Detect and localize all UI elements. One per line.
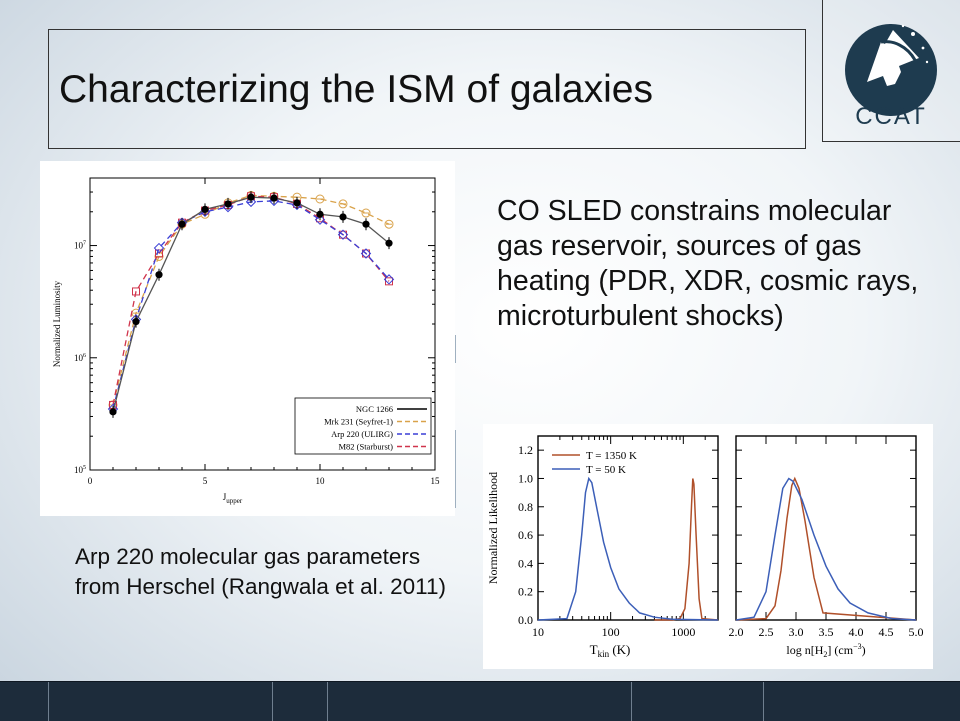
left-panel-frame [537, 435, 719, 621]
x-tick-label: 1000 [671, 625, 695, 639]
series-line-0 [112, 196, 390, 412]
x-axis-label: log n[H2] (cm−3) [786, 642, 865, 659]
legend-label: Mrk 231 (Seyfret-1) [324, 417, 393, 427]
bar-divider [272, 682, 273, 721]
x-tick-label: 2.0 [729, 625, 744, 639]
y-tick-label: 0.6 [518, 528, 533, 542]
data-point [109, 408, 117, 416]
data-point [339, 230, 347, 239]
star-icon [901, 24, 905, 28]
x-tick-label: 2.5 [759, 625, 774, 639]
bottom-bar [0, 681, 960, 721]
data-point [361, 208, 371, 218]
title-box: Characterizing the ISM of galaxies [48, 29, 806, 149]
telescope-icon [867, 30, 919, 86]
x-axis-label: Jupper [223, 492, 243, 505]
bar-divider [48, 682, 49, 721]
y-tick-label: 107 [74, 241, 86, 251]
x-tick-label: 3.5 [819, 625, 834, 639]
data-point [362, 220, 370, 228]
data-point [362, 249, 370, 258]
data-point [247, 193, 255, 201]
data-point [153, 242, 165, 254]
data-point [316, 210, 324, 218]
legend-box [294, 397, 432, 455]
data-point [314, 214, 326, 225]
data-point [337, 229, 349, 240]
data-point [178, 220, 186, 228]
data-point [132, 318, 140, 326]
x-tick-label: 5 [203, 476, 208, 486]
star-icon [921, 46, 925, 50]
y-tick-label: 0.4 [518, 556, 533, 570]
logo-text: CCAT [855, 103, 927, 130]
series-line-1 [112, 194, 390, 406]
data-point [385, 239, 393, 247]
plot-edge-line [455, 335, 456, 363]
star-icon [911, 32, 915, 36]
data-point [385, 277, 393, 286]
x-tick-label: 10 [316, 476, 326, 486]
data-point [270, 194, 278, 202]
y-tick-label: 105 [74, 465, 86, 475]
legend-label: M82 (Starburst) [338, 442, 393, 452]
y-axis-label: Normalized Luminosity [52, 280, 62, 367]
co-sled-chart: 0 5 10 15 105 106 107 Jupper Normalized Luminosi… [52, 177, 441, 505]
y-tick-label: 0.2 [518, 585, 533, 599]
data-point [360, 248, 372, 259]
data-point [383, 274, 395, 285]
x-tick-label: 10 [532, 625, 544, 639]
x-tick-label: 3.0 [789, 625, 804, 639]
bullet-text: CO SLED constrains molecular gas reservo… [497, 195, 919, 332]
x-tick-label: 5.0 [909, 625, 924, 639]
y-tick-label: 1.0 [518, 471, 533, 485]
legend-label: T = 50 K [586, 464, 626, 476]
y-axis-label: Normalized Likelihood [486, 472, 500, 584]
y-tick-label: 106 [74, 353, 86, 363]
y-tick-label: 0.8 [518, 500, 533, 514]
data-point [293, 199, 301, 207]
bar-divider [763, 682, 764, 721]
likelihood-plot: 0.0 0.2 0.4 0.6 0.8 1.0 1.2 10 100 1000 Normalized… [483, 424, 933, 669]
x-tick-label: 4.5 [879, 625, 894, 639]
series-line-3 [112, 195, 390, 406]
data-point [224, 200, 232, 208]
likelihood-curve-0 [654, 478, 719, 621]
star-icon [925, 60, 929, 64]
data-point [338, 199, 348, 209]
data-point [132, 287, 140, 296]
data-point [339, 213, 347, 221]
data-point [384, 219, 394, 229]
right-panel-frame [735, 435, 917, 621]
x-axis-label: Tkin (K) [590, 642, 631, 659]
ccat-logo: CCAT [822, 0, 960, 142]
data-point [315, 194, 325, 204]
data-point [201, 205, 209, 214]
likelihood-chart: 0.0 0.2 0.4 0.6 0.8 1.0 1.2 10 100 1000 Normalized… [486, 435, 924, 659]
y-tick-label: 1.2 [518, 443, 533, 457]
x-tick-label: 0 [88, 476, 93, 486]
legend-label: Arp 220 (ULIRG) [331, 429, 393, 439]
x-tick-label: 100 [602, 625, 620, 639]
bar-divider [631, 682, 632, 721]
legend-label: NGC 1266 [356, 404, 393, 414]
ccat-logo-mark: CCAT [845, 24, 937, 130]
bar-divider [327, 682, 328, 721]
x-tick-label: 4.0 [849, 625, 864, 639]
legend-label: T = 1350 K [586, 450, 637, 462]
plot-edge-line-2 [455, 430, 456, 508]
density-curve-1 [735, 477, 917, 621]
y-tick-label: 0.0 [518, 613, 533, 627]
slide-title: Characterizing the ISM of galaxies [59, 68, 653, 111]
figure-caption: Arp 220 molecular gas parameters from He… [75, 544, 446, 599]
data-point [245, 196, 257, 208]
x-tick-label: 15 [431, 476, 441, 486]
likelihood-curve-1 [537, 476, 719, 621]
data-point [155, 271, 163, 279]
series-line-2 [112, 200, 390, 410]
co-sled-plot: 0 5 10 15 105 106 107 Jupper Normalized Luminosi… [40, 161, 455, 516]
